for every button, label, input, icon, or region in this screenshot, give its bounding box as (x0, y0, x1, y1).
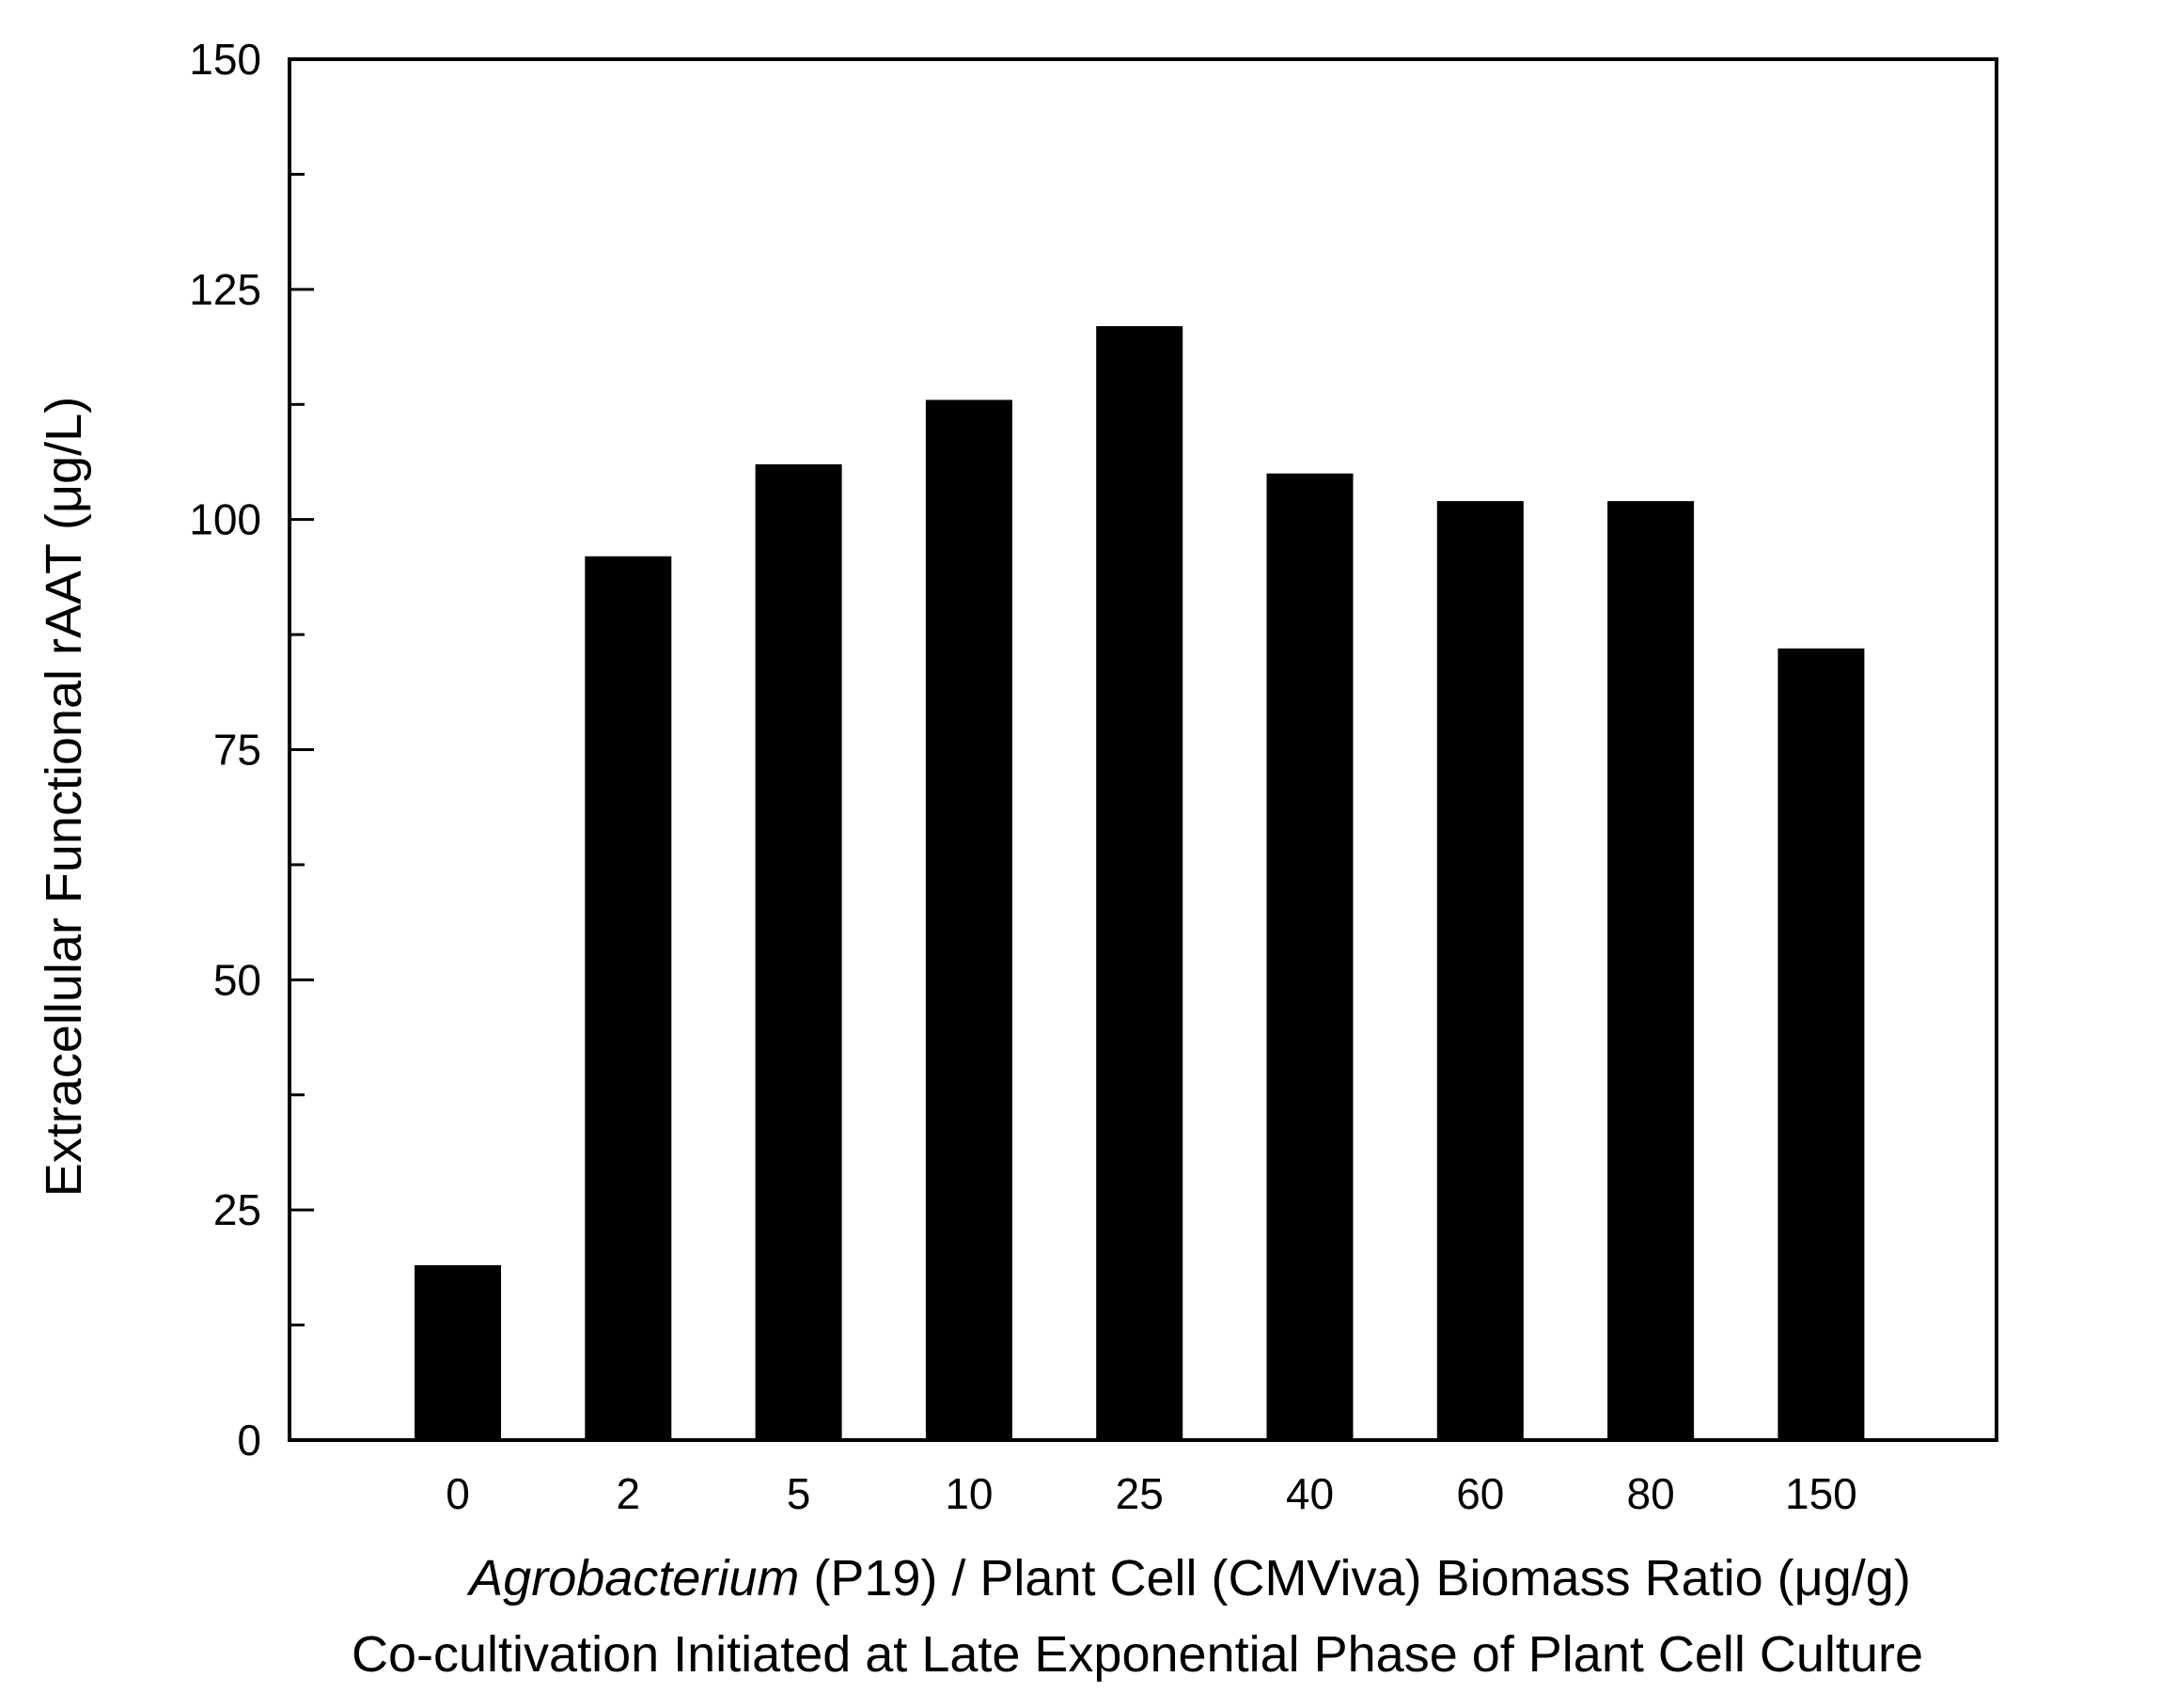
x-tick-label-5: 5 (787, 1469, 811, 1518)
y-tick-label-50: 50 (213, 955, 261, 1004)
x-tick-label-0: 0 (446, 1469, 470, 1518)
y-tick-label-100: 100 (189, 495, 261, 544)
bar-10 (925, 400, 1012, 1440)
x-axis-subtitle: Co-cultivation Initiated at Late Exponen… (352, 1626, 1923, 1683)
bars-layer (415, 326, 1865, 1441)
bar-40 (1266, 473, 1354, 1441)
x-tick-label-25: 25 (1116, 1469, 1164, 1518)
x-axis-title: Agrobacterium (P19) / Plant Cell (CMViva… (466, 1550, 1911, 1606)
x-tick-label-150: 150 (1785, 1469, 1857, 1518)
y-axis-title: Extracellular Functional rAAT (μg/L) (36, 397, 92, 1197)
bar-80 (1607, 501, 1695, 1440)
x-tick-label-10: 10 (945, 1469, 993, 1518)
bar-150 (1778, 648, 1865, 1440)
bar-60 (1436, 501, 1524, 1440)
x-tick-label-60: 60 (1456, 1469, 1504, 1518)
y-tick-label-75: 75 (213, 726, 261, 775)
y-tick-label-150: 150 (189, 35, 261, 84)
bar-2 (585, 556, 672, 1440)
y-tick-label-125: 125 (189, 265, 261, 314)
x-tick-label-2: 2 (617, 1469, 641, 1518)
y-tick-label-0: 0 (237, 1416, 261, 1465)
bar-0 (415, 1264, 501, 1440)
labels-layer: Extracellular Functional rAAT (μg/L) Agr… (36, 397, 1923, 1683)
bar-25 (1096, 326, 1183, 1440)
x-axis-title-rest: (P19) / Plant Cell (CMViva) Biomass Rati… (799, 1550, 1910, 1606)
bar-5 (755, 463, 842, 1440)
x-tick-label-80: 80 (1627, 1469, 1675, 1518)
y-tick-label-25: 25 (213, 1185, 261, 1234)
x-tick-label-40: 40 (1286, 1469, 1334, 1518)
x-axis-title-italic: Agrobacterium (466, 1550, 799, 1606)
